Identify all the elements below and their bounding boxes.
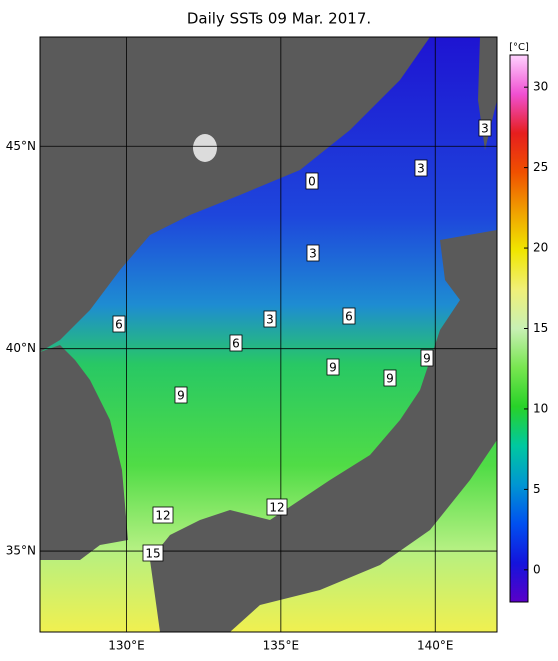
colorbar-tick-label: 0: [533, 562, 541, 576]
contour-label: 15: [145, 547, 160, 561]
map: [39, 36, 498, 633]
contour-label: 9: [423, 352, 431, 366]
colorbar-tick-label: 15: [533, 321, 548, 335]
contour-label-box: [266, 498, 288, 516]
map-frame: [39, 36, 498, 633]
colorbar-tick-label: 20: [533, 241, 548, 255]
lat-label: 45°N: [6, 139, 36, 153]
contour-label-box: [420, 349, 434, 367]
contour-label: 12: [155, 509, 170, 523]
contour-label-box: [174, 386, 188, 404]
contour-label: 6: [232, 337, 240, 351]
contour-label-box: [263, 310, 277, 328]
contour-label-box: [414, 159, 428, 177]
title: Daily SSTs 09 Mar. 2017.: [187, 10, 371, 28]
colorbar-tick-label: 30: [533, 80, 548, 94]
colorbar-tick-label: 10: [533, 401, 548, 415]
contour-label: 9: [177, 389, 185, 403]
contour-label: 6: [345, 310, 353, 324]
contour-label-box: [112, 315, 126, 333]
contour-label-box: [383, 369, 397, 387]
contour-label-box: [306, 244, 320, 262]
contour-label: 3: [481, 122, 489, 136]
contour-label: 9: [386, 372, 394, 386]
lat-label: 40°N: [6, 341, 36, 355]
contour-label: 3: [266, 313, 274, 327]
contour-label-box: [305, 172, 319, 190]
lon-label: 130°E: [108, 639, 145, 653]
colorbar-tick-label: 25: [533, 160, 548, 174]
land: [40, 37, 497, 632]
contour-label: 3: [417, 162, 425, 176]
lon-label: 135°E: [263, 639, 300, 653]
contour-label-box: [326, 358, 340, 376]
contour-label: 0: [308, 175, 316, 189]
colorbar-unit: [°C]: [509, 42, 529, 53]
contour-label-box: [142, 544, 164, 562]
colorbar-tick-label: 5: [533, 482, 541, 496]
contour-label: 6: [115, 318, 123, 332]
lat-label: 35°N: [6, 544, 36, 558]
contour-label: 3: [309, 247, 317, 261]
lon-label: 140°E: [417, 639, 454, 653]
contour-label-box: [342, 307, 356, 325]
contour-label: 9: [329, 361, 337, 375]
contour-label-box: [478, 119, 492, 137]
contour-label-box: [152, 506, 174, 524]
contour-label-box: [229, 334, 243, 352]
contour-label: 12: [269, 501, 284, 515]
